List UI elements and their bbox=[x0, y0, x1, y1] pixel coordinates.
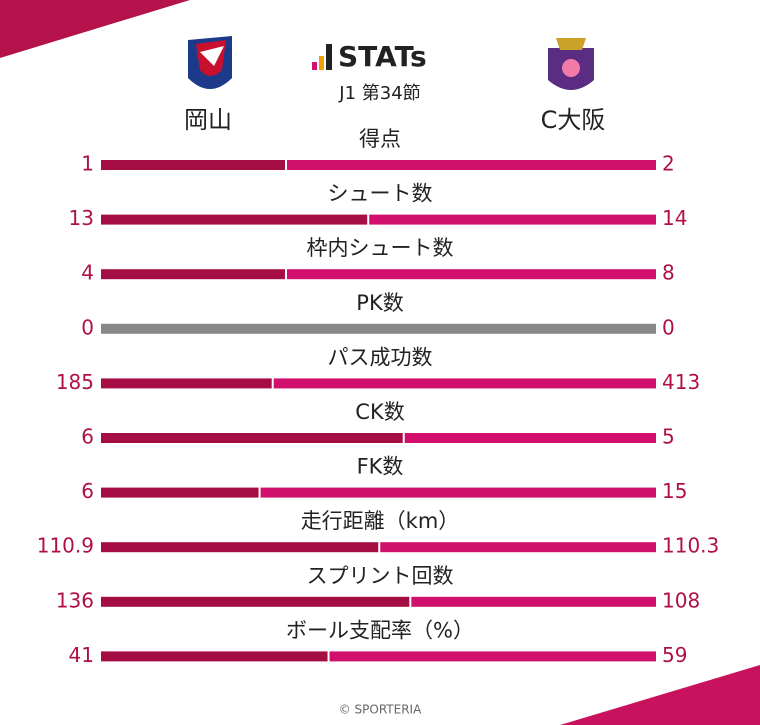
home-bar bbox=[101, 433, 403, 443]
home-bar bbox=[101, 651, 328, 662]
home-bar bbox=[101, 214, 368, 225]
stat-label: ボール支配率（%） bbox=[286, 618, 474, 642]
home-value: 4 bbox=[81, 261, 94, 285]
stat-label: CK数 bbox=[355, 400, 404, 424]
away-value: 5 bbox=[662, 425, 675, 449]
away-value: 59 bbox=[662, 643, 687, 667]
away-bar bbox=[411, 596, 656, 607]
away-bar bbox=[287, 269, 656, 280]
home-value: 1 bbox=[81, 152, 94, 176]
away-value: 413 bbox=[662, 370, 700, 394]
home-bar bbox=[101, 269, 285, 280]
home-team: 岡山 bbox=[184, 106, 232, 134]
away-logo bbox=[548, 38, 594, 90]
away-bar bbox=[329, 651, 656, 662]
away-bar bbox=[404, 433, 656, 443]
round: J1 第34節 bbox=[338, 83, 420, 104]
stat-label: 走行距離（km） bbox=[301, 509, 460, 533]
home-value: 110.9 bbox=[37, 534, 94, 558]
title-icon bbox=[312, 44, 332, 70]
away-team: C大阪 bbox=[541, 106, 606, 134]
away-value: 14 bbox=[662, 206, 687, 230]
stat-label: 枠内シュート数 bbox=[307, 236, 454, 260]
home-value: 185 bbox=[56, 370, 94, 394]
home-value: 6 bbox=[81, 425, 94, 449]
away-bar bbox=[260, 487, 656, 498]
away-value: 108 bbox=[662, 588, 700, 612]
home-bar bbox=[101, 596, 410, 607]
away-bar bbox=[380, 542, 656, 553]
away-value: 2 bbox=[662, 152, 675, 176]
home-value: 6 bbox=[81, 479, 94, 503]
stat-label: シュート数 bbox=[328, 182, 433, 206]
title: STATs bbox=[338, 40, 427, 73]
away-bar bbox=[273, 378, 656, 389]
home-bar bbox=[101, 487, 259, 498]
away-value: 15 bbox=[662, 479, 687, 503]
home-logo bbox=[188, 36, 232, 89]
home-bar bbox=[101, 160, 285, 170]
away-value: 8 bbox=[662, 261, 675, 285]
away-bar bbox=[287, 160, 656, 170]
home-value: 136 bbox=[56, 588, 94, 612]
stat-label: PK数 bbox=[356, 291, 403, 315]
stat-label: スプリント回数 bbox=[307, 564, 454, 588]
home-value: 0 bbox=[81, 315, 94, 339]
footer: © SPORTERIA bbox=[339, 703, 422, 717]
home-value: 41 bbox=[69, 643, 94, 667]
stat-label: パス成功数 bbox=[328, 345, 433, 369]
away-value: 110.3 bbox=[662, 534, 719, 558]
home-value: 13 bbox=[69, 206, 94, 230]
away-value: 0 bbox=[662, 315, 675, 339]
empty-bar bbox=[101, 323, 656, 334]
home-bar bbox=[101, 378, 272, 389]
stat-label: FK数 bbox=[357, 455, 404, 479]
stat-label: 得点 bbox=[359, 127, 401, 151]
away-bar bbox=[369, 214, 656, 225]
home-bar bbox=[101, 542, 379, 553]
corner-decoration bbox=[560, 665, 760, 725]
corner-decoration bbox=[0, 0, 190, 58]
